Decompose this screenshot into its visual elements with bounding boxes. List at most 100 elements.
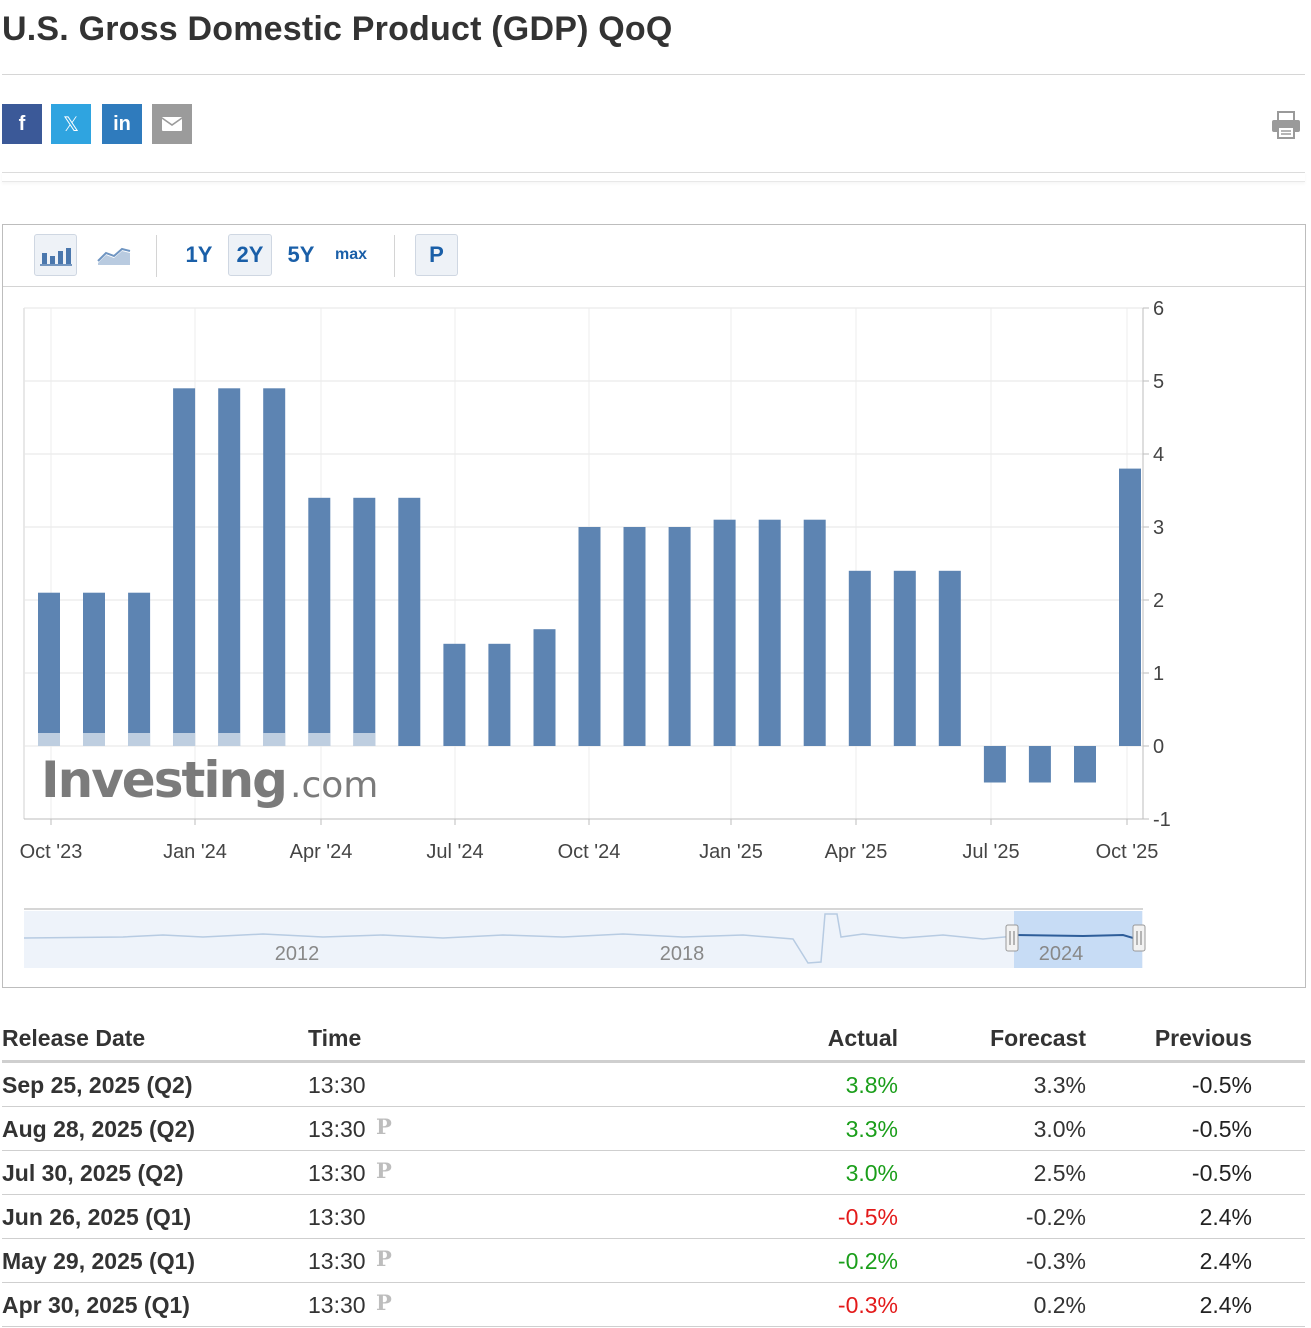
release-history-table: Release Date Time Actual Forecast Previo… xyxy=(2,1016,1305,1327)
gdp-bar xyxy=(758,519,781,746)
bar-chart-icon xyxy=(39,248,72,266)
gdp-bar xyxy=(443,643,466,746)
range-5y-button[interactable]: 5Y xyxy=(287,242,315,267)
toolbar-divider xyxy=(156,235,157,277)
line-chart-button[interactable] xyxy=(91,234,137,276)
x-tick-label: Apr '25 xyxy=(825,841,888,863)
header-actual[interactable]: Actual xyxy=(827,1025,898,1051)
release-time: 13:30 xyxy=(308,1116,366,1142)
page-title: U.S. Gross Domestic Product (GDP) QoQ xyxy=(2,10,673,48)
gdp-bar xyxy=(218,388,241,746)
table-header: Release Date Time Actual Forecast Previo… xyxy=(2,1016,1305,1063)
release-date: Sep 25, 2025 (Q2) xyxy=(2,1072,193,1098)
range-2y-button[interactable]: 2Y xyxy=(228,234,272,276)
facebook-icon: f xyxy=(18,112,26,135)
print-button[interactable] xyxy=(1270,110,1302,140)
navigator-year-label: 2012 xyxy=(275,943,320,965)
chart-toolbar: 1Y 2Y 5Y max P xyxy=(3,225,1305,287)
forecast-value: 0.2% xyxy=(1033,1292,1086,1318)
y-tick-label: 6 xyxy=(1153,298,1164,320)
preliminary-icon[interactable]: P xyxy=(376,1246,392,1271)
preliminary-toggle-button[interactable]: P xyxy=(415,234,458,276)
email-share-button[interactable] xyxy=(152,104,192,144)
actual-value: 3.3% xyxy=(845,1116,898,1142)
release-time: 13:30 xyxy=(308,1292,366,1318)
gdp-bar xyxy=(38,592,60,746)
x-tick-label: Jul '25 xyxy=(962,841,1019,863)
gdp-bar-overlay xyxy=(128,733,151,746)
chart-container: 1Y 2Y 5Y max P Investing .com -1 0 1 2 3 4 5 6 O… xyxy=(2,224,1306,988)
title-divider xyxy=(2,74,1305,75)
range-1y-button[interactable]: 1Y xyxy=(185,242,213,267)
navigator-handle xyxy=(1132,924,1146,952)
preliminary-icon[interactable]: P xyxy=(376,1158,392,1183)
release-time: 13:30 xyxy=(308,1072,366,1098)
gdp-bar xyxy=(848,570,871,746)
forecast-value: 3.0% xyxy=(1033,1116,1086,1142)
forecast-value: 3.3% xyxy=(1033,1072,1086,1098)
release-time: 13:30 xyxy=(308,1160,366,1186)
forecast-value: -0.3% xyxy=(1025,1248,1086,1274)
y-tick-label: 3 xyxy=(1153,517,1164,539)
x-tick-label: Jul '24 xyxy=(426,841,483,863)
gdp-bar xyxy=(893,570,916,746)
gdp-bar xyxy=(173,388,196,746)
actual-value: 3.8% xyxy=(845,1072,898,1098)
gdp-bar xyxy=(263,388,286,746)
gdp-bar xyxy=(578,527,601,746)
preliminary-icon[interactable]: P xyxy=(376,1114,392,1139)
x-tick-label: Jan '24 xyxy=(163,841,227,863)
header-release-date[interactable]: Release Date xyxy=(2,1025,146,1051)
twitter-share-button[interactable]: 𝕏 xyxy=(51,104,91,144)
y-tick-label: 1 xyxy=(1153,663,1164,685)
gdp-bar-overlay xyxy=(308,733,331,746)
chart-navigator[interactable]: 2012 2018 2024 xyxy=(23,907,1146,968)
forecast-value: 2.5% xyxy=(1033,1160,1086,1186)
range-max-button[interactable]: max xyxy=(334,246,368,263)
x-tick-label: Apr '24 xyxy=(290,841,353,863)
svg-text:Investing: Investing xyxy=(41,751,286,809)
gdp-bar-overlay xyxy=(353,733,376,746)
navigator-selection xyxy=(1014,911,1142,968)
actual-value: -0.2% xyxy=(837,1248,898,1274)
navigator-year-label: 2018 xyxy=(660,943,705,965)
investing-watermark: Investing .com xyxy=(41,751,378,809)
table-row: Aug 28, 2025 (Q2) 13:30 P 3.3% 3.0% -0.5% xyxy=(2,1107,1305,1151)
gdp-bar-overlay xyxy=(263,733,286,746)
printer-icon xyxy=(1272,111,1300,139)
gdp-bar xyxy=(623,527,646,746)
gdp-bar xyxy=(308,497,331,746)
email-icon xyxy=(161,117,183,131)
release-time: 13:30 xyxy=(308,1204,366,1230)
gdp-bar xyxy=(128,592,151,746)
bar-chart-button[interactable] xyxy=(34,234,77,276)
forecast-value: -0.2% xyxy=(1025,1204,1086,1230)
previous-value: 2.4% xyxy=(1199,1292,1252,1318)
area-chart-icon xyxy=(97,247,131,265)
gdp-bar xyxy=(398,497,421,746)
previous-value: -0.5% xyxy=(1191,1160,1252,1186)
y-tick-label: -1 xyxy=(1153,809,1171,831)
table-row: Jun 26, 2025 (Q1) 13:30 -0.5% -0.2% 2.4% xyxy=(2,1195,1305,1239)
header-previous[interactable]: Previous xyxy=(1154,1025,1252,1051)
gdp-bar xyxy=(353,497,376,746)
gdp-bar-chart: Investing .com -1 0 1 2 3 4 5 6 Oct '23 Jan '24 Ap… xyxy=(20,298,1171,968)
facebook-share-button[interactable]: f xyxy=(2,104,42,144)
chart-bars xyxy=(38,388,1141,783)
header-time[interactable]: Time xyxy=(308,1025,362,1051)
gdp-bar xyxy=(83,592,105,746)
release-date: Aug 28, 2025 (Q2) xyxy=(2,1116,196,1142)
previous-value: 2.4% xyxy=(1199,1248,1252,1274)
release-date: Jun 26, 2025 (Q1) xyxy=(2,1204,192,1230)
linkedin-icon: in xyxy=(113,112,131,135)
header-forecast[interactable]: Forecast xyxy=(990,1025,1086,1051)
gdp-bar xyxy=(1074,746,1096,783)
gdp-bar xyxy=(713,519,736,746)
table-row: Jul 30, 2025 (Q2) 13:30 P 3.0% 2.5% -0.5% xyxy=(2,1151,1305,1195)
x-tick-label: Oct '23 xyxy=(20,841,83,863)
toolbar-divider xyxy=(394,235,395,277)
linkedin-share-button[interactable]: in xyxy=(102,104,142,144)
preliminary-icon[interactable]: P xyxy=(376,1290,392,1315)
gdp-bar-overlay xyxy=(83,733,105,746)
gdp-bar xyxy=(488,643,511,746)
